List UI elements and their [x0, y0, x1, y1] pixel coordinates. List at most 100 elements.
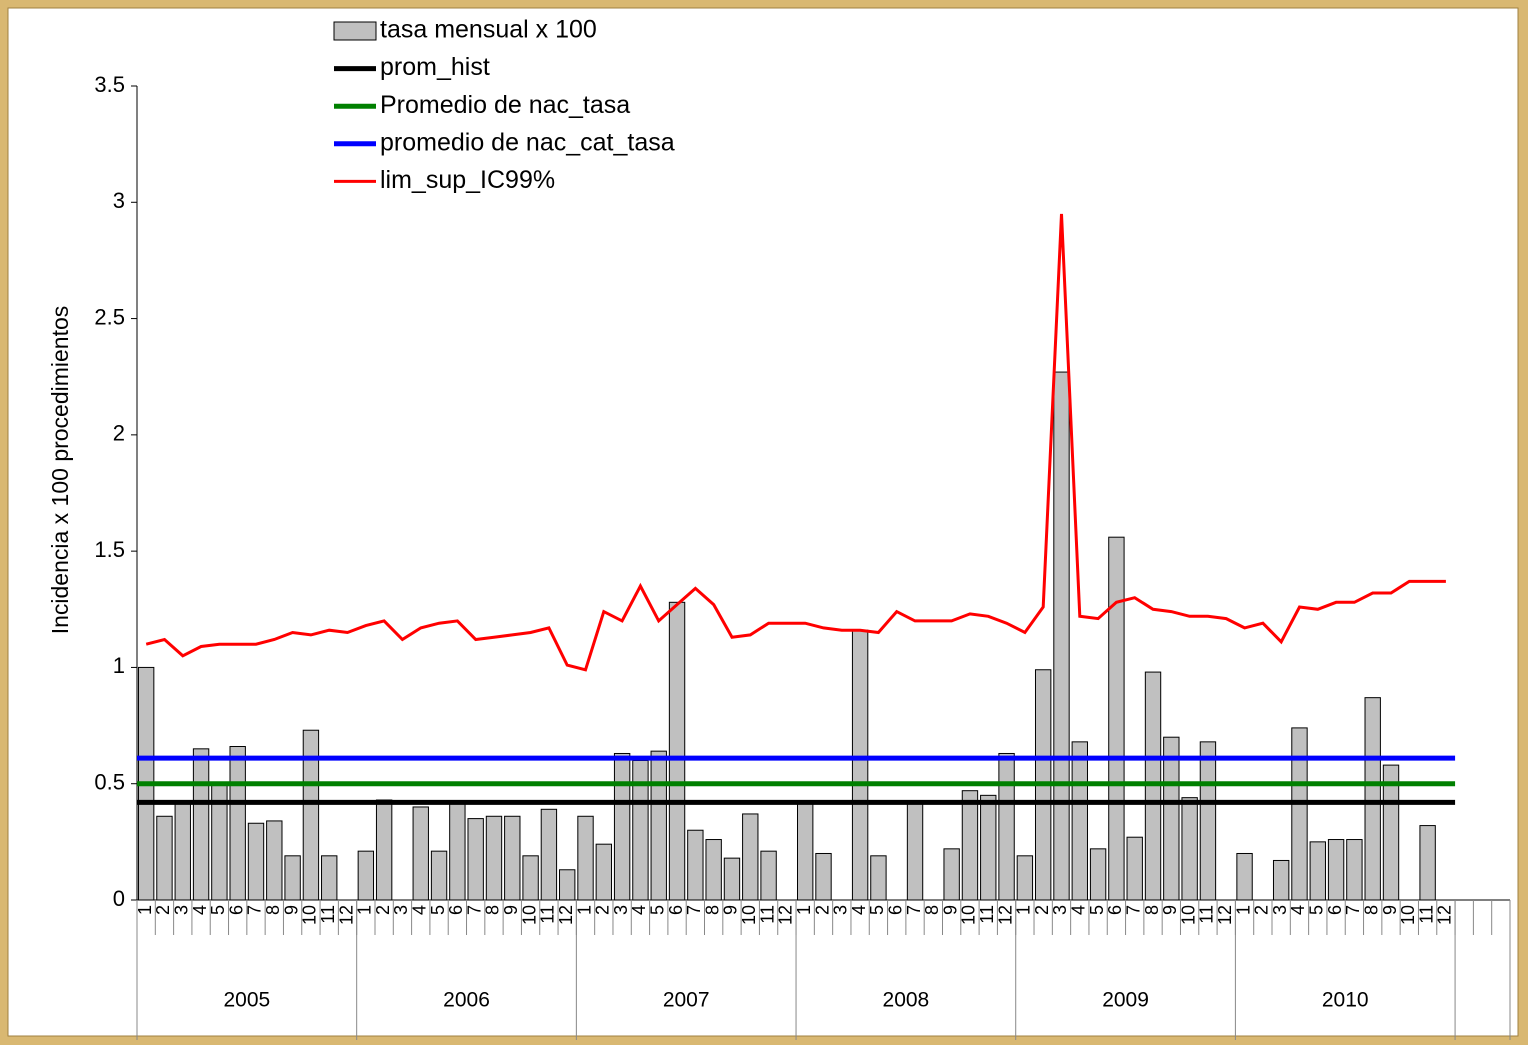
bar — [247, 822, 265, 901]
x-tick-label: 9 — [281, 905, 301, 915]
bar — [1272, 859, 1290, 901]
y-tick-label: 3 — [113, 188, 125, 213]
x-tick-label: 9 — [940, 905, 960, 915]
y-axis-label: Incidencia x 100 procedimientos — [47, 306, 73, 635]
x-tick-label: 4 — [1069, 905, 1089, 915]
x-tick-label: 3 — [831, 905, 851, 915]
x-tick-label: 1 — [794, 905, 814, 915]
x-tick-label: 12 — [1435, 905, 1455, 925]
group-label: 2009 — [1102, 989, 1149, 1012]
bar — [1071, 741, 1088, 901]
y-tick-label: 3.5 — [94, 72, 125, 97]
bar — [1016, 855, 1034, 901]
x-tick-label: 2 — [812, 905, 832, 915]
limit-line — [145, 213, 1446, 672]
bar — [870, 855, 887, 901]
bar — [284, 855, 301, 901]
bar — [522, 855, 539, 901]
x-tick-label: 10 — [519, 905, 539, 925]
x-tick-label: 6 — [885, 905, 905, 915]
bar — [613, 752, 631, 901]
bar — [430, 850, 448, 901]
bar — [668, 601, 686, 901]
x-tick-label: 8 — [702, 905, 722, 915]
x-tick-label: 8 — [1361, 905, 1381, 915]
bar — [412, 806, 429, 901]
bar — [1163, 736, 1180, 901]
bar — [467, 818, 484, 901]
bar — [1236, 852, 1253, 901]
bar — [1199, 741, 1217, 901]
bar — [797, 801, 814, 901]
legend-swatch — [333, 21, 377, 41]
x-tick-label: 5 — [867, 905, 887, 915]
bar — [595, 843, 613, 901]
x-tick-label: 6 — [446, 905, 466, 915]
x-tick-label: 10 — [300, 905, 320, 925]
group-label: 2005 — [223, 989, 270, 1012]
x-tick-label: 12 — [1215, 905, 1235, 925]
x-tick-label: 11 — [318, 905, 338, 924]
x-tick-label: 11 — [1416, 905, 1436, 924]
bar — [577, 815, 594, 901]
bar — [1309, 841, 1326, 901]
group-label: 2010 — [1322, 989, 1369, 1012]
y-tick-label: 2.5 — [94, 304, 125, 329]
x-tick-label: 7 — [904, 905, 924, 915]
x-tick-label: 9 — [1160, 905, 1180, 915]
bar — [357, 850, 375, 901]
bar — [1364, 697, 1381, 901]
bar — [1126, 836, 1143, 901]
bar — [504, 815, 521, 901]
x-tick-label: 7 — [1123, 905, 1143, 915]
x-tick-label: 11 — [977, 905, 997, 924]
bar — [1291, 727, 1308, 901]
x-tick-label: 12 — [995, 905, 1015, 925]
x-tick-label: 3 — [1050, 905, 1070, 915]
x-tick-label: 10 — [1398, 905, 1418, 925]
bar — [998, 752, 1015, 901]
bar — [650, 750, 667, 901]
x-tick-label: 8 — [483, 905, 503, 915]
bar — [540, 808, 558, 901]
bar — [815, 852, 832, 901]
x-tick-label: 11 — [757, 905, 777, 924]
x-tick-label: 8 — [263, 905, 283, 915]
bar — [943, 848, 960, 901]
x-tick-label: 2 — [1252, 905, 1272, 915]
bar — [174, 801, 191, 901]
x-tick-label: 4 — [190, 905, 210, 915]
x-tick-label: 3 — [391, 905, 411, 915]
x-tick-label: 1 — [355, 905, 375, 915]
x-tick-label: 4 — [410, 905, 430, 915]
group-label: 2008 — [883, 989, 930, 1012]
bar — [1419, 825, 1436, 901]
legend-label: lim_sup_IC99% — [380, 166, 555, 194]
x-tick-label: 7 — [245, 905, 265, 915]
bar — [760, 850, 777, 901]
x-tick-label: 6 — [1105, 905, 1125, 915]
bar — [266, 820, 283, 901]
bar — [906, 801, 924, 901]
bar — [851, 629, 869, 901]
x-tick-label: 4 — [1288, 905, 1308, 915]
x-tick-label: 1 — [574, 905, 594, 915]
group-label: 2006 — [443, 989, 490, 1012]
x-tick-label: 2 — [593, 905, 613, 915]
bar — [559, 869, 576, 901]
x-tick-label: 11 — [538, 905, 558, 924]
x-tick-label: 2 — [1032, 905, 1052, 915]
x-tick-label: 10 — [739, 905, 759, 925]
x-tick-label: 7 — [1343, 905, 1363, 915]
x-tick-label: 12 — [556, 905, 576, 925]
x-tick-label: 5 — [647, 905, 667, 915]
bar — [375, 799, 393, 901]
x-tick-label: 6 — [1325, 905, 1345, 915]
bar — [1089, 848, 1107, 901]
group-label: 2007 — [663, 989, 710, 1012]
x-tick-label: 8 — [922, 905, 942, 915]
bar — [1181, 797, 1198, 901]
x-tick-label: 9 — [721, 905, 741, 915]
x-tick-label: 7 — [464, 905, 484, 915]
